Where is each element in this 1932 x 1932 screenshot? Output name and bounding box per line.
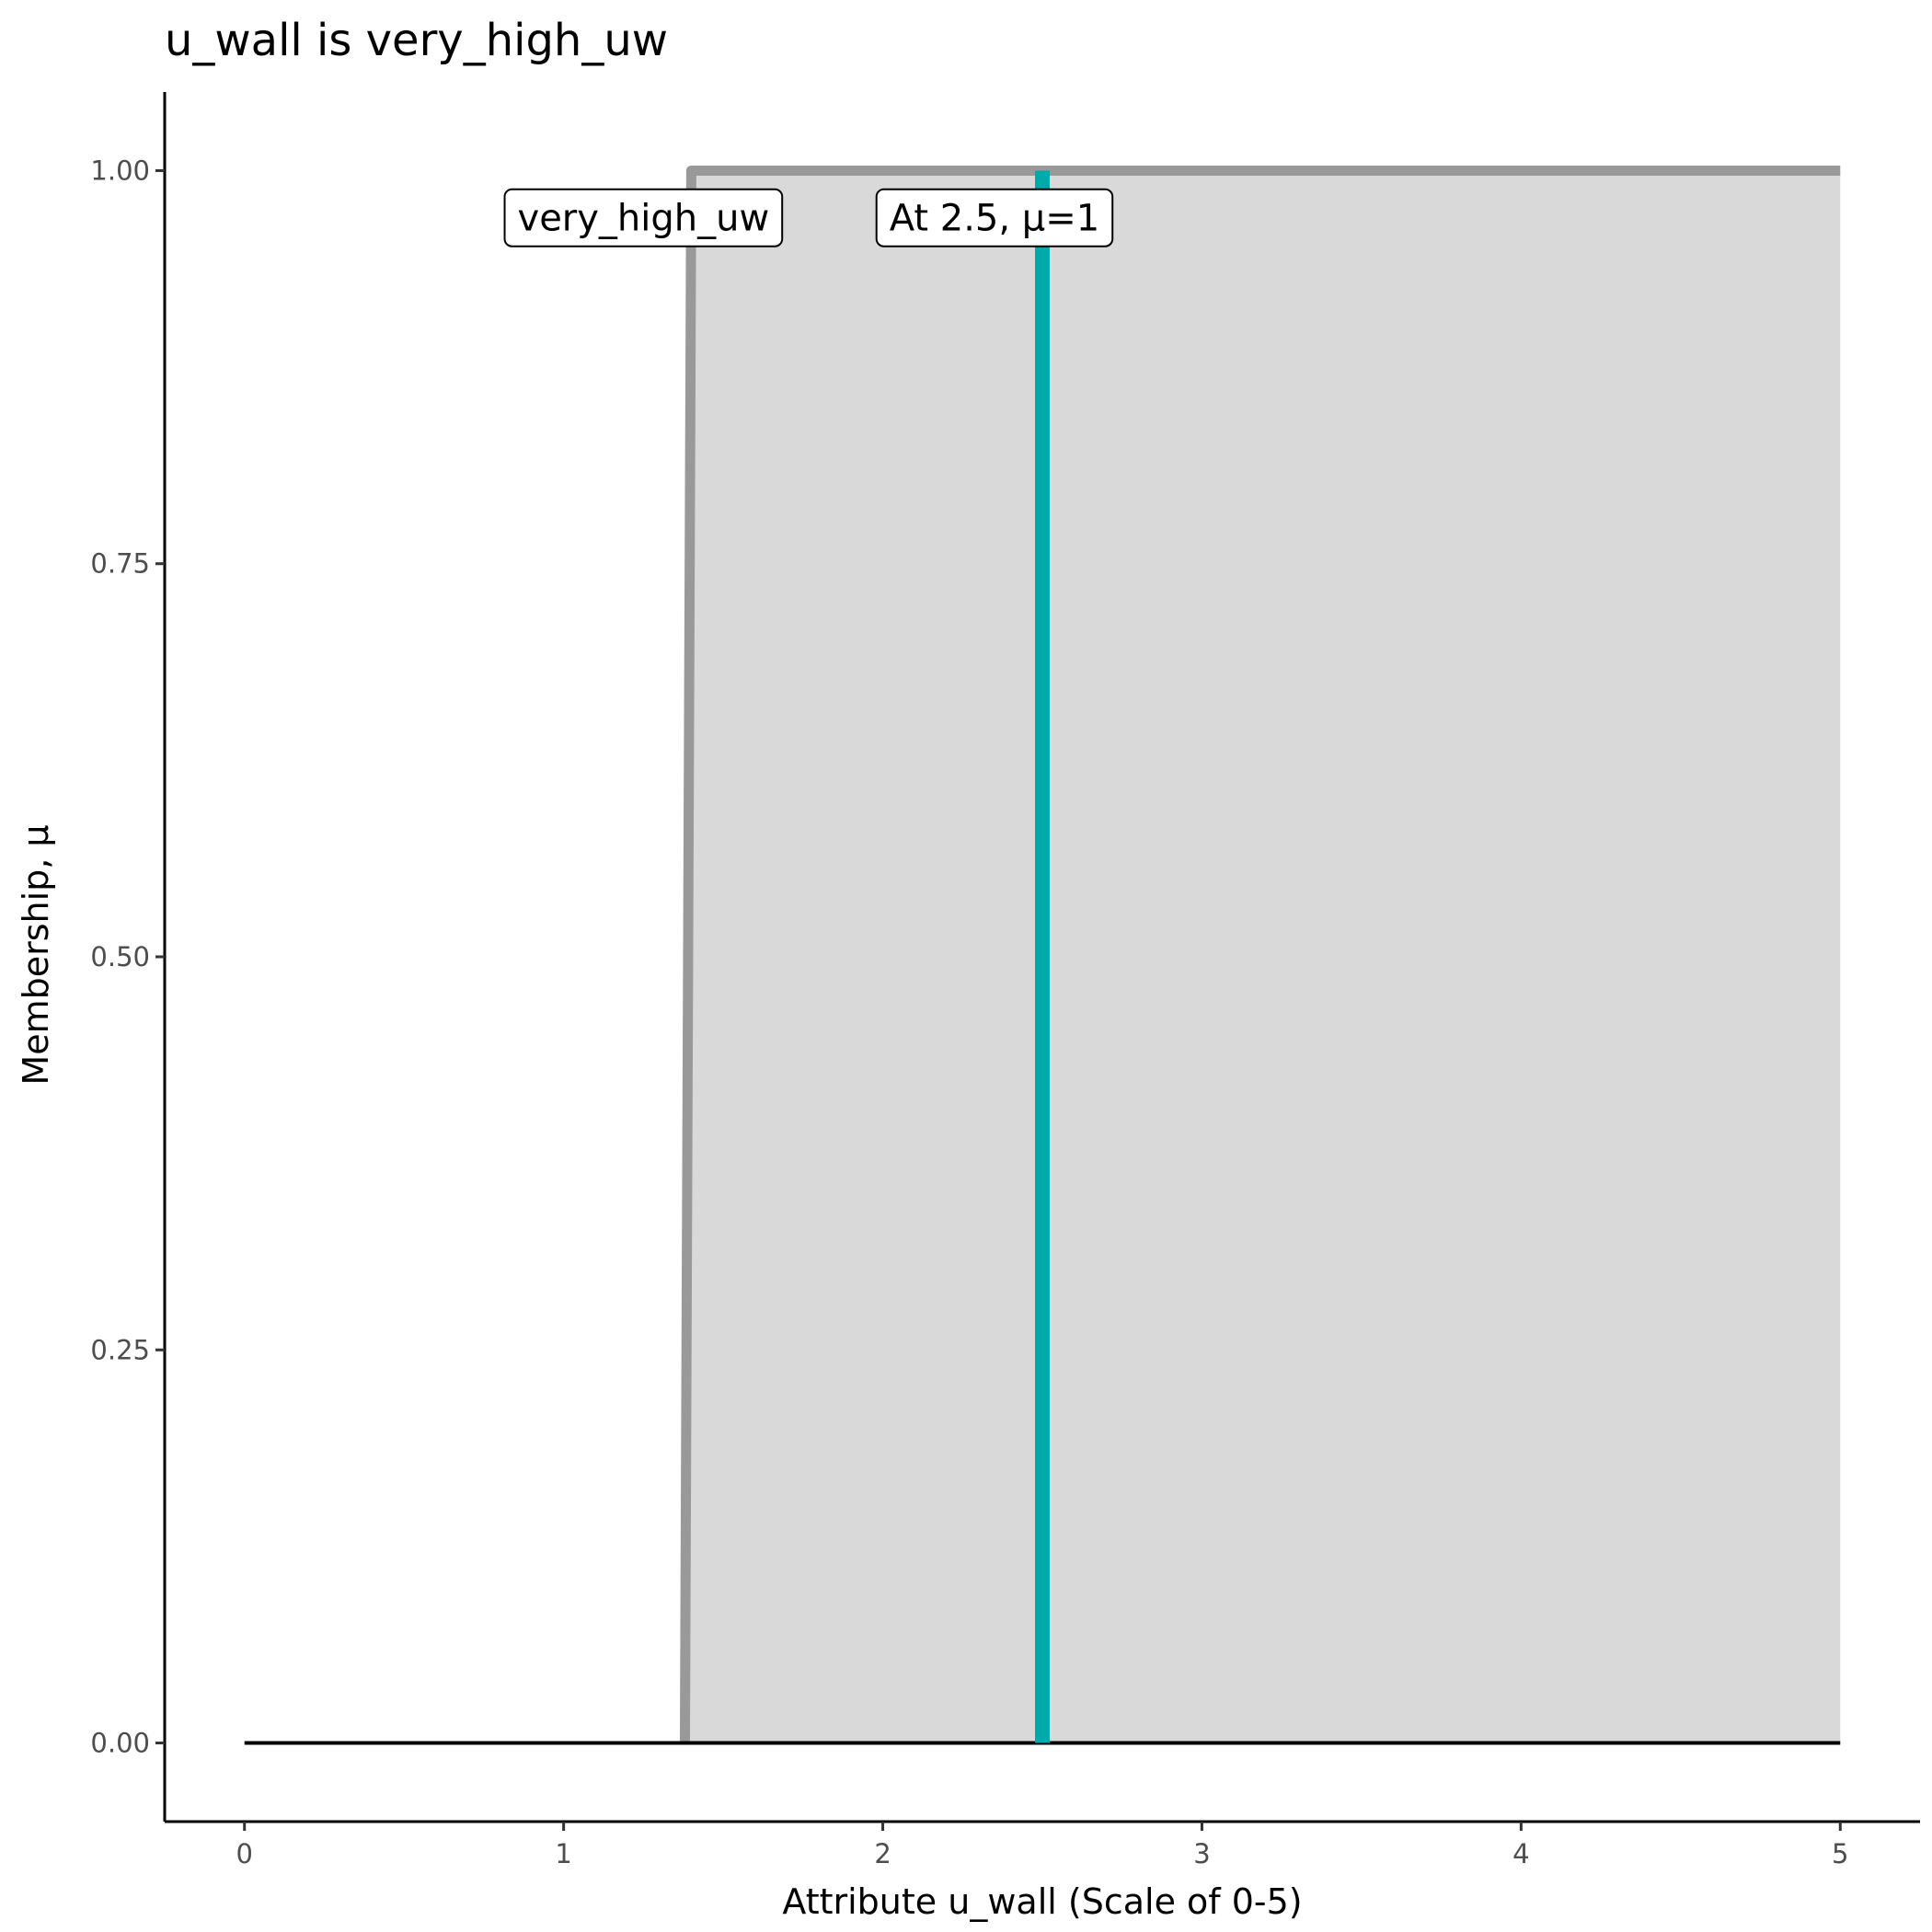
membership-fill — [684, 170, 1841, 1743]
y-tick-label: 0.25 — [90, 1334, 150, 1365]
y-axis-label: Membership, μ — [16, 824, 56, 1085]
x-tick-label: 4 — [1512, 1838, 1529, 1869]
x-axis-label: Attribute u_wall (Scale of 0-5) — [782, 1881, 1302, 1922]
annotation-box — [875, 188, 1114, 247]
y-tick-label: 1.00 — [90, 155, 150, 186]
annotation-box — [503, 188, 784, 247]
annotation-label: At 2.5, μ=1 — [875, 188, 1114, 247]
annotation-text: very_high_uw — [518, 198, 770, 240]
annotation-label: very_high_uw — [503, 188, 784, 247]
membership-line — [679, 165, 1841, 1743]
x-tick-label: 5 — [1832, 1838, 1848, 1869]
y-tick-label: 0.50 — [90, 941, 150, 972]
x-tick-label: 2 — [874, 1838, 891, 1869]
chart-title: u_wall is very_high_uw — [165, 15, 668, 66]
annotation-text: At 2.5, μ=1 — [890, 198, 1100, 240]
x-tick-label: 1 — [555, 1838, 571, 1869]
x-tick-label: 3 — [1193, 1838, 1210, 1869]
plot-area: 0 1 2 3 4 5 0.00 0.25 0.50 0.75 1.00 very_high_uw At… — [90, 92, 1920, 1869]
y-tick-label: 0.75 — [90, 548, 150, 580]
y-tick-label: 0.00 — [90, 1728, 150, 1759]
x-tick-label: 0 — [236, 1838, 253, 1869]
